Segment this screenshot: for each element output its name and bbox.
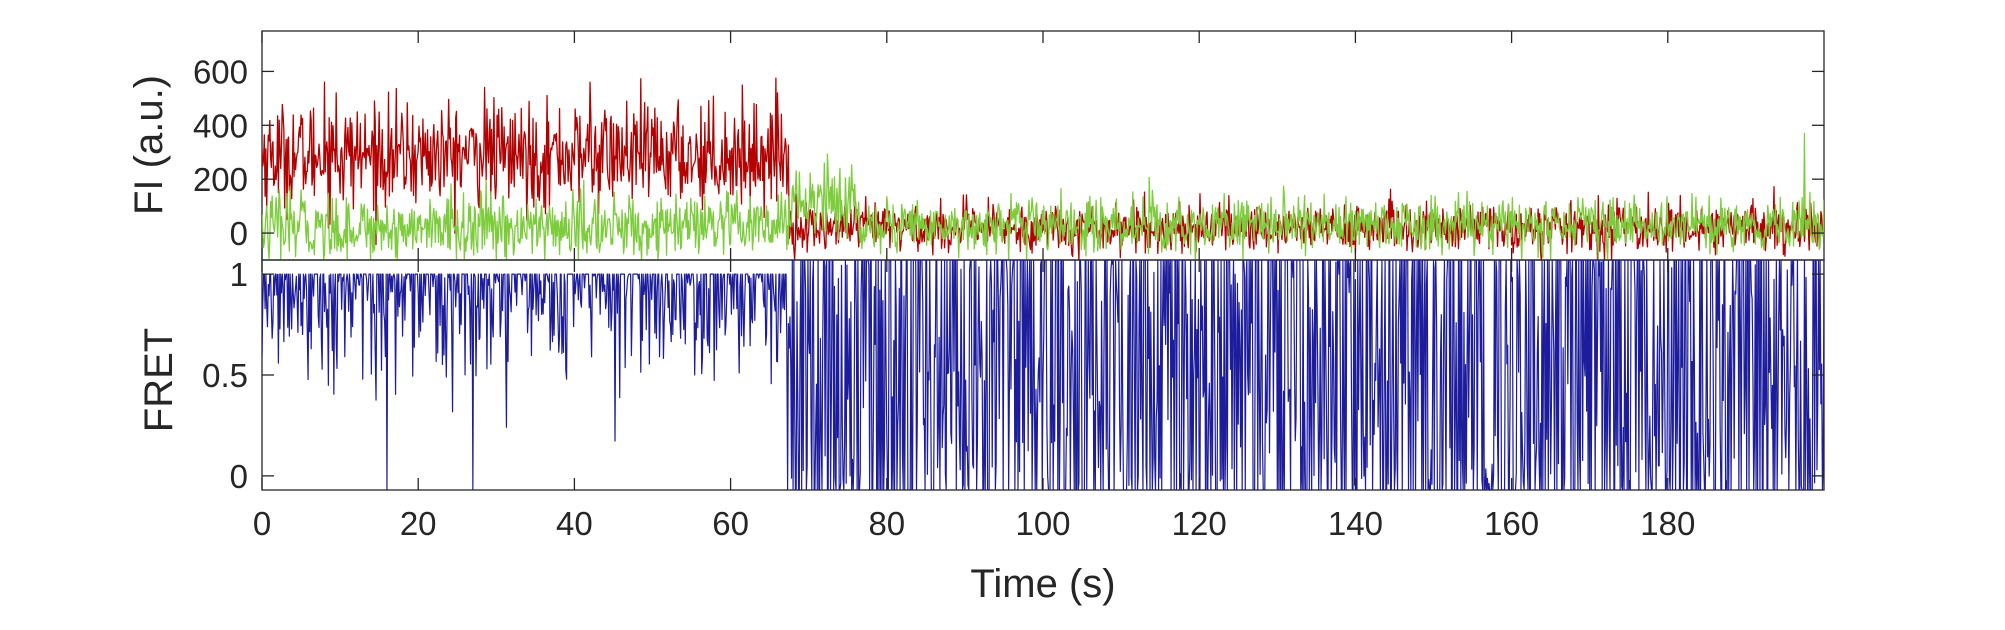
- bottom-ticks-layer: 0 20 40 60 80 100 120 140 160 180 0 0.5 1: [202, 256, 1824, 542]
- x-tick-label: 160: [1484, 505, 1539, 542]
- x-tick-label: 60: [712, 505, 749, 542]
- fret-series-layer: [262, 260, 1824, 490]
- y-tick-label: 400: [193, 107, 248, 144]
- x-tick-label: 40: [556, 505, 593, 542]
- time-x-axis-label: Time (s): [970, 562, 1115, 606]
- y-tick-label: 0: [230, 458, 248, 495]
- fluorescence-series-layer: [262, 77, 1824, 260]
- y-tick-label: 200: [193, 161, 248, 198]
- donor-trace: [262, 132, 1824, 260]
- x-tick-label: 180: [1640, 505, 1695, 542]
- fluorescence-y-axis-label: FI (a.u.): [127, 75, 171, 215]
- x-tick-label: 20: [400, 505, 437, 542]
- fret-y-axis-label: FRET: [137, 328, 181, 432]
- bottom-panel: 0 20 40 60 80 100 120 140 160 180 0 0.5 1 FRET Time …: [137, 256, 1825, 606]
- x-tick-label: 80: [868, 505, 905, 542]
- top-ticks-layer: 0 200 400 600: [193, 31, 1824, 260]
- y-tick-label: 1: [230, 256, 248, 293]
- y-tick-label: 600: [193, 53, 248, 90]
- x-tick-label: 120: [1172, 505, 1227, 542]
- fret-trace: [262, 260, 1824, 490]
- y-tick-label: 0.5: [202, 357, 248, 394]
- x-tick-label: 140: [1328, 505, 1383, 542]
- y-tick-label: 0: [230, 215, 248, 252]
- x-tick-label: 100: [1015, 505, 1070, 542]
- x-tick-label: 0: [253, 505, 271, 542]
- top-panel: 0 200 400 600 FI (a.u.): [127, 30, 1825, 261]
